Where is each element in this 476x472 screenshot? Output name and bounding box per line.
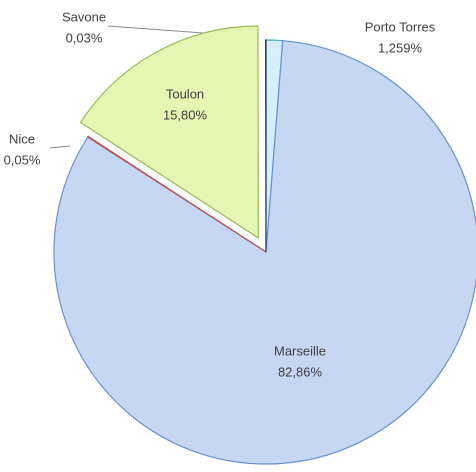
slice-label: Toulon (166, 86, 204, 101)
slice-value-label: 0,03% (66, 30, 103, 45)
slice-value-label: 0,05% (4, 152, 41, 167)
leader-line (49, 145, 71, 149)
pie-slice (53, 40, 476, 465)
slice-label: Porto Torres (365, 19, 436, 34)
slice-label: Savone (62, 9, 106, 24)
slice-value-label: 1,259% (378, 40, 423, 55)
slice-label: Nice (9, 131, 35, 146)
pie-slice (79, 25, 259, 240)
slice-value-label: 15,80% (163, 107, 208, 122)
slice-value-label: 82,86% (278, 364, 323, 379)
slice-label: Marseille (274, 343, 326, 358)
pie-slice (87, 135, 267, 253)
